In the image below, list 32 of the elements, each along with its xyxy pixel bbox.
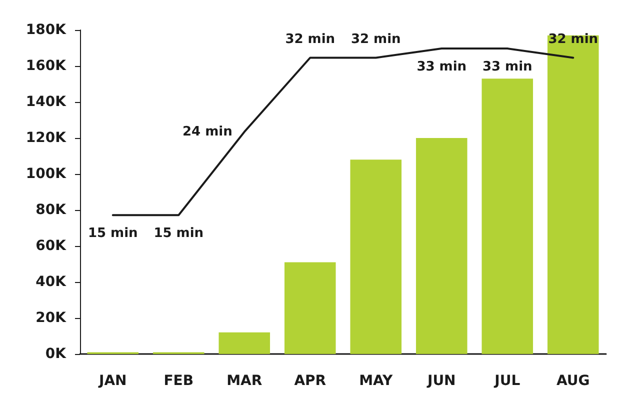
data-label: 15 min — [88, 226, 138, 242]
x-tick-label: JUN — [426, 373, 456, 389]
x-tick-label: APR — [294, 373, 326, 389]
bar — [284, 262, 336, 354]
data-label: 32 min — [548, 32, 598, 47]
bar — [218, 332, 270, 354]
y-tick-label: 60K — [36, 238, 68, 254]
bar — [350, 160, 402, 354]
y-tick-label: 0K — [45, 346, 68, 362]
x-tick-label: MAR — [226, 373, 262, 389]
y-tick-label: 120K — [26, 130, 68, 146]
data-label: 15 min — [154, 226, 204, 242]
x-tick-label: FEB — [164, 373, 194, 389]
data-label: 33 min — [416, 60, 467, 75]
data-label: 33 min — [482, 60, 532, 75]
y-tick-label: 100K — [26, 166, 68, 182]
y-tick-label: 20K — [36, 310, 68, 326]
x-tick-label: MAY — [359, 373, 394, 389]
bar — [482, 78, 534, 354]
y-tick-label: 40K — [36, 274, 68, 290]
data-label: 24 min — [182, 124, 232, 140]
x-tick-label: JAN — [98, 373, 127, 389]
bar — [416, 138, 468, 354]
x-tick-label: AUG — [556, 373, 590, 389]
data-label: 32 min — [350, 32, 401, 47]
y-tick-label: 140K — [26, 94, 68, 110]
x-tick-label: JUL — [494, 373, 520, 389]
bar — [547, 35, 599, 354]
data-label: 32 min — [285, 32, 336, 47]
y-tick-label: 80K — [36, 202, 68, 218]
y-tick-label: 180K — [26, 22, 68, 38]
y-tick-label: 160K — [26, 58, 68, 74]
